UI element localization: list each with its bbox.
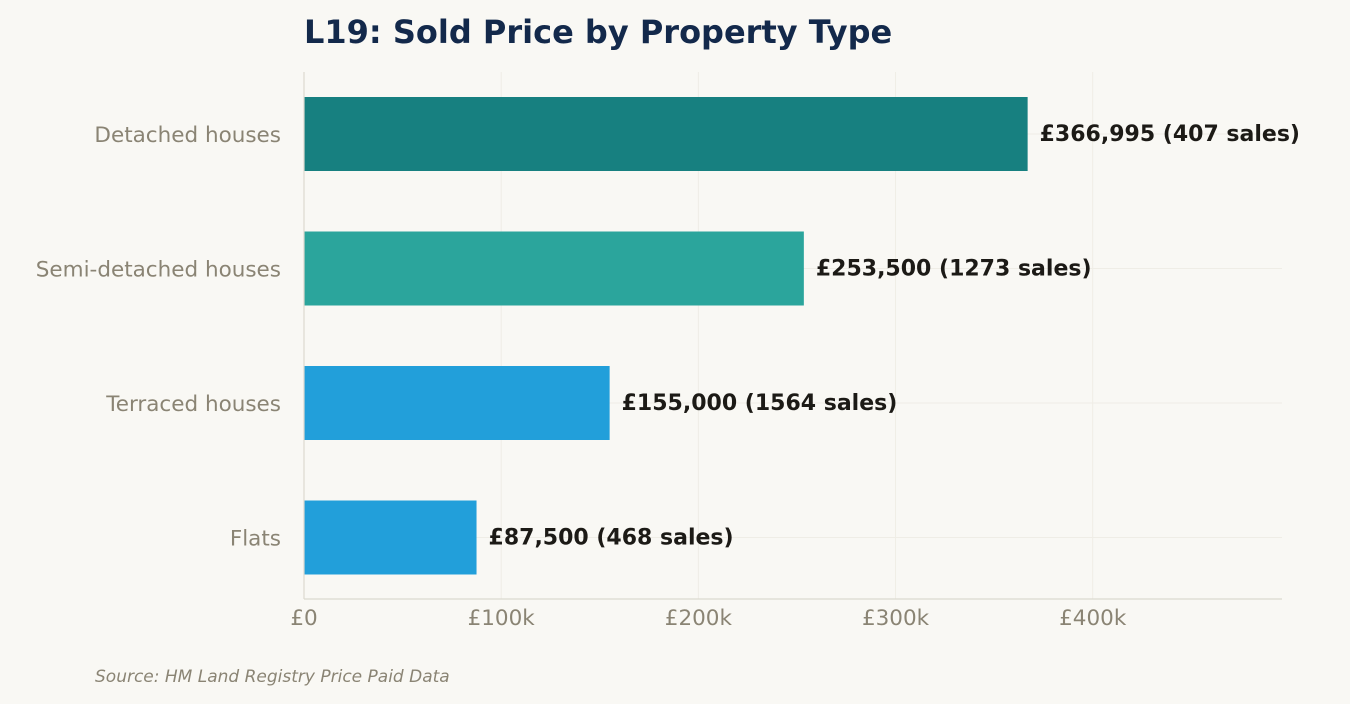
x-tick-label: £100k: [468, 606, 536, 631]
bar-detached-houses: [304, 97, 1028, 171]
bar-flats: [304, 500, 477, 575]
category-label: Flats: [230, 527, 281, 552]
x-tick-label: £300k: [862, 606, 930, 631]
x-tick-label: £200k: [665, 606, 733, 631]
bar-semi-detached-houses: [304, 231, 804, 306]
category-label: Detached houses: [94, 123, 281, 148]
x-tick-label: £400k: [1059, 606, 1127, 631]
chart-title: L19: Sold Price by Property Type: [304, 13, 892, 51]
data-label: £253,500 (1273 sales): [816, 257, 1092, 282]
bar-terraced-houses: [304, 366, 610, 440]
data-label: £366,995 (407 sales): [1040, 122, 1300, 147]
category-label: Terraced houses: [105, 392, 281, 417]
bars: [304, 97, 1028, 575]
x-tick-label: £0: [290, 606, 317, 631]
labels: £366,995 (407 sales) Detached houses £253,…: [36, 122, 1300, 631]
data-label: £155,000 (1564 sales): [622, 391, 898, 416]
source-note: Source: HM Land Registry Price Paid Data: [95, 667, 450, 687]
axes: [303, 72, 1282, 600]
category-label: Semi-detached houses: [36, 258, 281, 283]
data-label: £87,500 (468 sales): [489, 526, 734, 551]
